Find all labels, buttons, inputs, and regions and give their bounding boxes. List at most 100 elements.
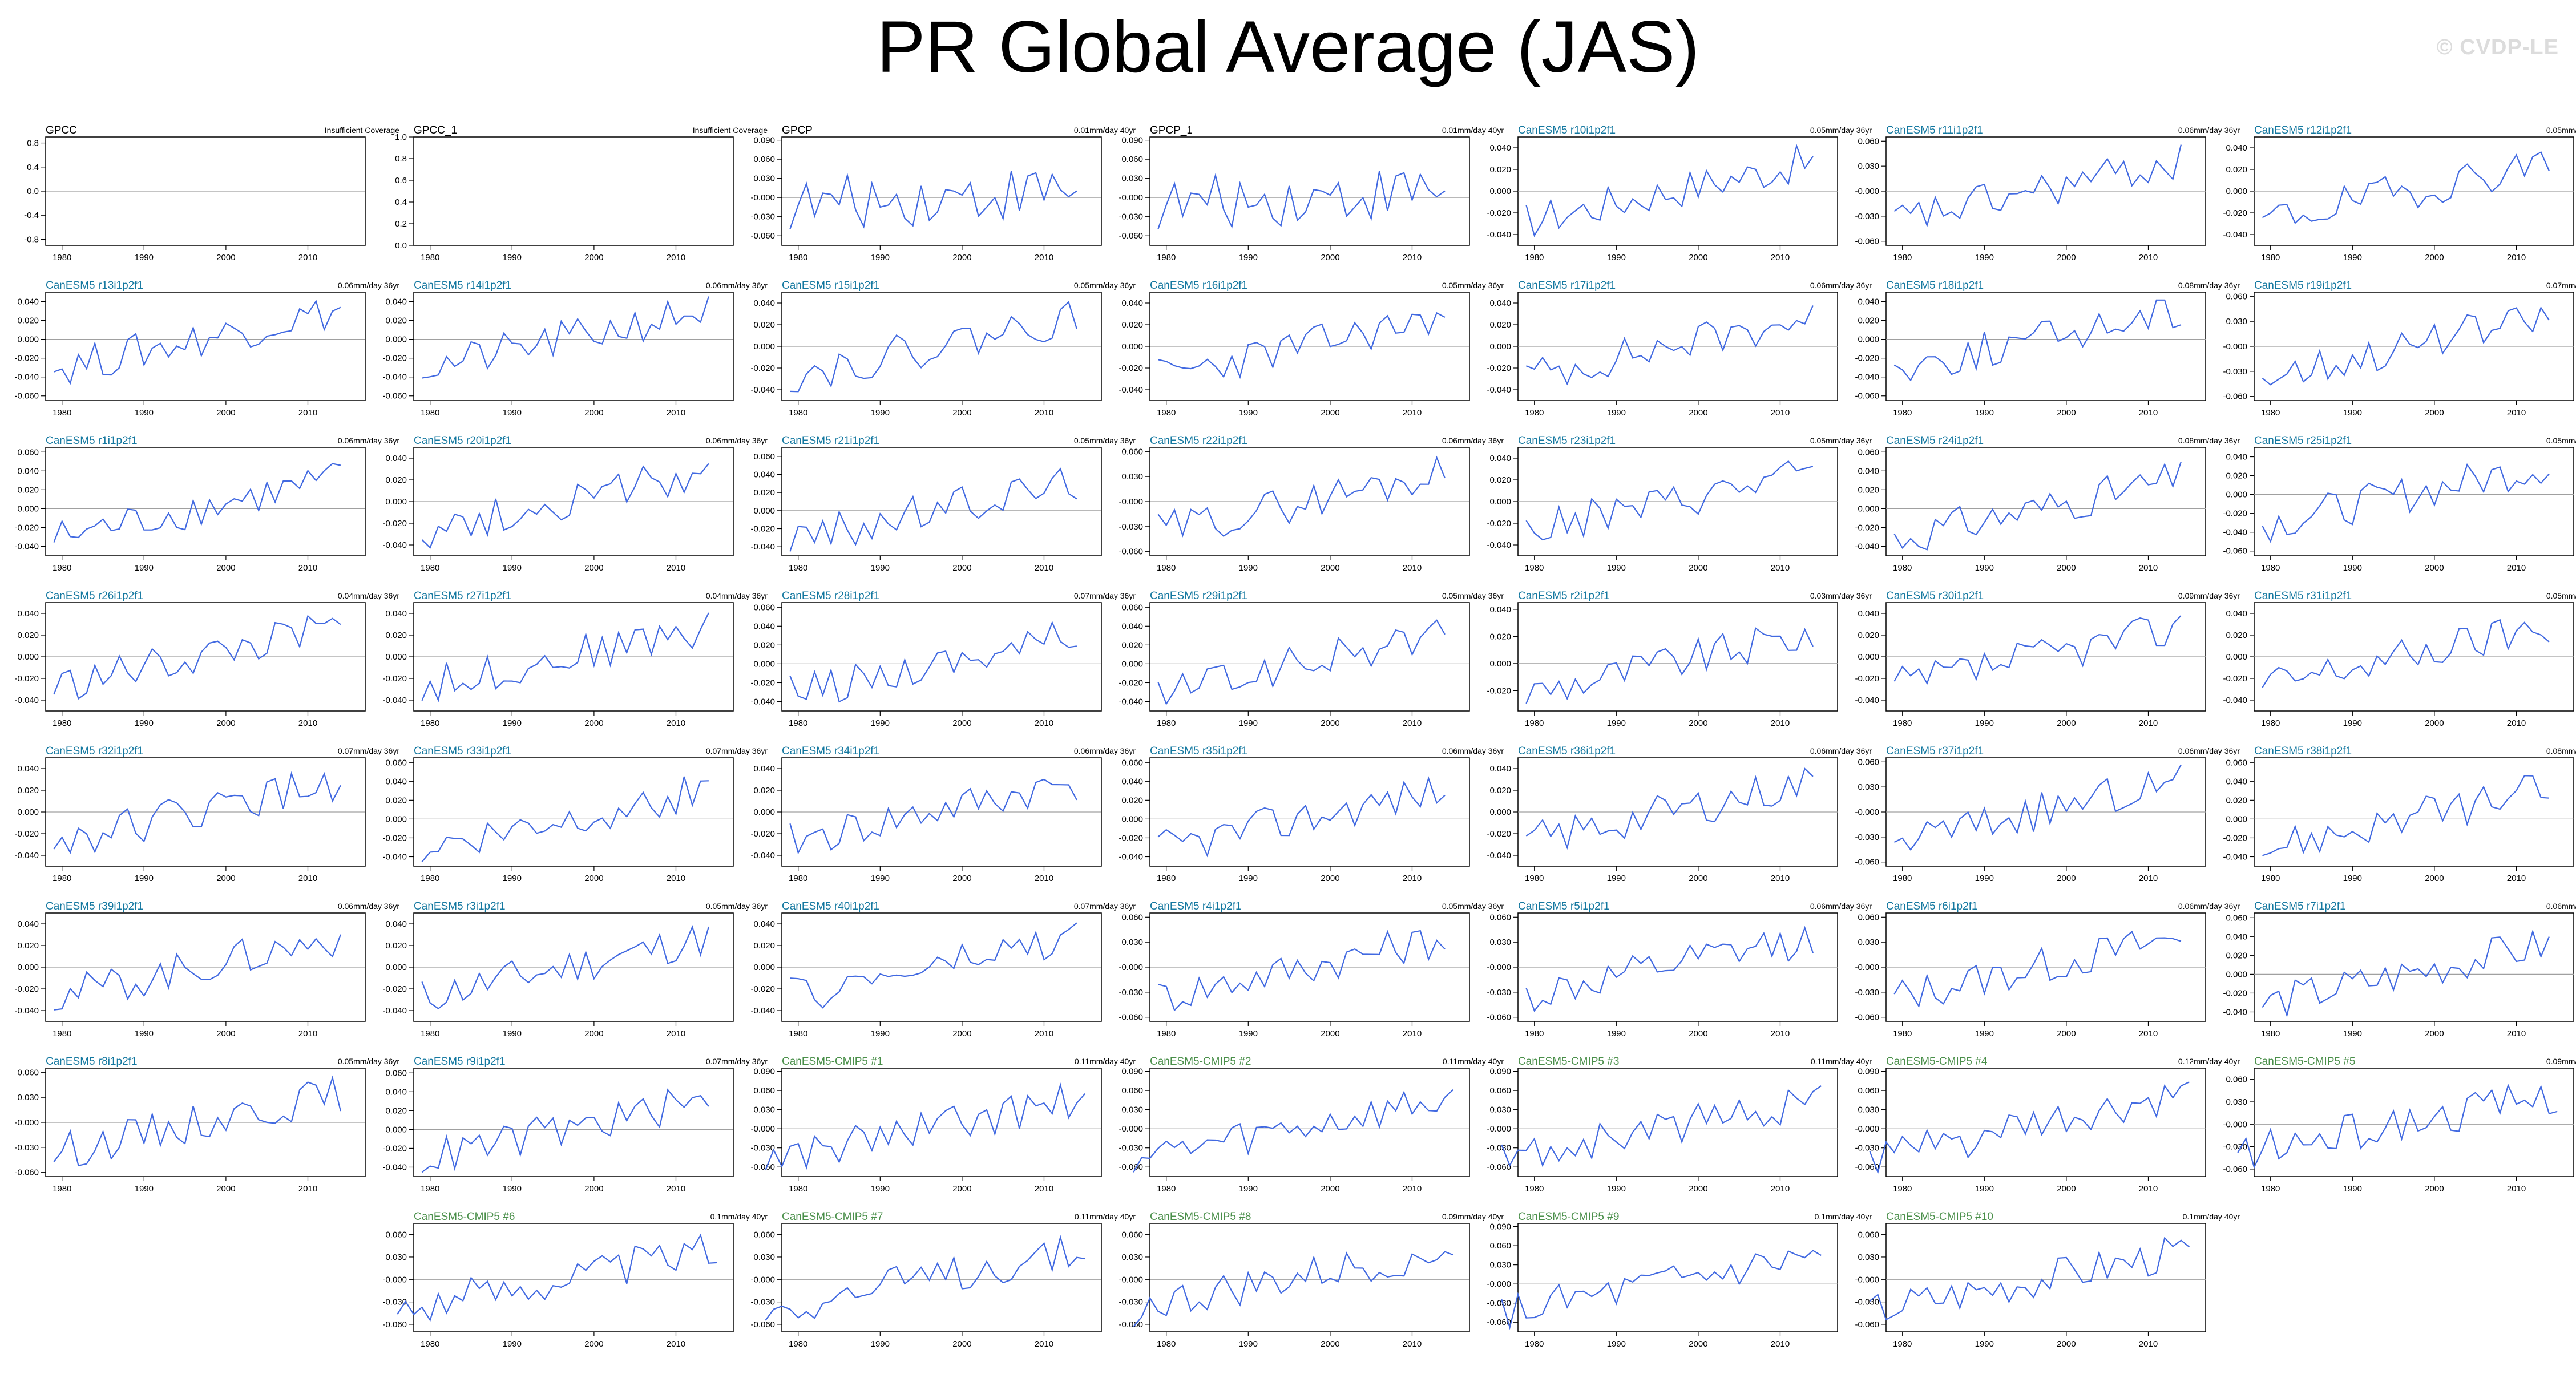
y-tick-label: 0.060	[1121, 758, 1143, 767]
y-tick-label: 0.020	[17, 786, 39, 795]
line-plot: 0.040 0.020 0.000 -0.020 -0.040 1980 1990 2000 2…	[1487, 447, 1838, 573]
x-tick-label: 2000	[952, 874, 971, 883]
y-tick-label: -0.030	[1855, 212, 1879, 221]
series-line	[2262, 929, 2550, 1018]
chart-panel: CanESM5 r6i1p2f1 0.06mm/day 36yr 0.060 0.03…	[1855, 900, 2240, 1054]
y-tick-label: -0.040	[14, 1006, 39, 1016]
y-tick-label: 0.000	[753, 342, 775, 351]
x-tick-label: 2000	[584, 1339, 603, 1349]
y-tick-label: 0.040	[17, 919, 39, 929]
x-tick-label: 1990	[2343, 718, 2362, 728]
x-tick-label: 1980	[1893, 874, 1912, 883]
x-tick-label: 2010	[298, 1184, 317, 1194]
series-line	[789, 778, 1077, 855]
line-plot: 0.060 0.030 -0.000 -0.030 -0.060 1980 1990 2000…	[1855, 136, 2206, 262]
x-tick-label: 2000	[2425, 718, 2444, 728]
panel-title: CanESM5 r7i1p2f1	[2254, 900, 2346, 912]
x-tick-label: 1980	[1157, 563, 1176, 573]
x-tick-label: 2000	[216, 718, 235, 728]
y-tick-label: -0.060	[2223, 1165, 2247, 1174]
y-tick-label: -0.030	[1119, 212, 1143, 222]
y-tick-label: 0.040	[2226, 143, 2247, 153]
chart-panel: CanESM5 r16i1p2f1 0.05mm/day 36yr 0.040 0.0…	[1119, 280, 1504, 434]
x-tick-label: 2000	[1689, 1029, 1707, 1039]
plot-frame	[1149, 136, 1470, 246]
y-tick-label: 0.060	[385, 1230, 407, 1240]
x-tick-label: 1990	[871, 253, 890, 262]
y-tick-label: 0.8	[27, 139, 39, 148]
panel-trend-label: 0.05mm/day 36yr	[1442, 591, 1504, 600]
panel-title: CanESM5-CMIP5 #4	[1886, 1056, 1988, 1068]
x-tick-label: 1980	[1525, 253, 1544, 262]
x-tick-label: 1980	[1157, 1339, 1176, 1349]
x-tick-label: 1990	[1607, 874, 1626, 883]
y-tick-label: -0.040	[382, 1162, 407, 1172]
plot-frame	[781, 1068, 1102, 1177]
y-tick-label: -0.030	[2223, 367, 2247, 377]
y-tick-label: -0.020	[14, 829, 39, 839]
x-tick-label: 1980	[2261, 253, 2280, 262]
panel-trend-label: 0.05mm/day 36yr	[1073, 281, 1136, 290]
y-tick-label: -0.020	[1487, 208, 1511, 218]
y-tick-label: 0.060	[753, 452, 775, 462]
line-plot: 0.060 0.030 -0.000 -0.030 -0.060 1980 1990 2000…	[382, 1223, 734, 1349]
y-tick-label: -0.000	[1855, 807, 1879, 817]
y-tick-label: 0.020	[385, 475, 407, 485]
panel-title: CanESM5 r24i1p2f1	[1886, 435, 1984, 447]
panel-title: CanESM5 r30i1p2f1	[1886, 590, 1984, 602]
y-tick-label: 0.090	[1121, 1067, 1143, 1077]
x-tick-label: 2010	[667, 408, 685, 418]
panel-title: CanESM5 r23i1p2f1	[1518, 435, 1616, 447]
y-tick-label: 0.040	[385, 297, 407, 307]
y-tick-label: -0.000	[1855, 1275, 1879, 1284]
series-line	[421, 463, 709, 549]
x-tick-label: 2010	[298, 1029, 317, 1039]
plot-frame	[781, 136, 1102, 246]
x-tick-label: 2000	[1321, 563, 1339, 573]
y-tick-label: 0.020	[1121, 640, 1143, 650]
y-tick-label: 0.030	[1489, 1105, 1511, 1115]
y-tick-label: 0.000	[1489, 497, 1511, 507]
x-tick-label: 2000	[1689, 253, 1707, 262]
line-plot: 0.040 0.020 0.000 -0.020 -0.040 1980 1990 2000 2…	[14, 602, 366, 728]
y-tick-label: -0.8	[24, 235, 39, 244]
y-tick-label: 0.020	[1489, 475, 1511, 485]
panel-title: CanESM5 r8i1p2f1	[46, 1056, 138, 1068]
y-tick-label: 0.040	[1121, 298, 1143, 308]
panel-trend-label: 0.06mm/day 36yr	[1810, 902, 1872, 911]
y-tick-label: 0.020	[2226, 951, 2247, 960]
x-tick-label: 2010	[1035, 874, 1053, 883]
series-line	[1525, 926, 1814, 1012]
x-tick-label: 1980	[789, 1339, 807, 1349]
x-tick-label: 2010	[1035, 408, 1053, 418]
x-tick-label: 1990	[1975, 1029, 1994, 1039]
y-tick-label: 0.060	[1121, 912, 1143, 922]
y-tick-label: 0.020	[17, 631, 39, 640]
panel-trend-label: 0.07mm/day 36yr	[705, 1057, 768, 1066]
y-tick-label: 1.0	[395, 132, 407, 142]
y-tick-label: 0.030	[1858, 938, 1879, 947]
chart-panel: CanESM5-CMIP5 #9 0.1mm/day 40yr 0.090 0.060…	[1487, 1211, 1872, 1365]
panel-trend-label: 0.07mm/day 36yr	[2546, 281, 2576, 290]
y-tick-label: 0.090	[753, 1067, 775, 1077]
x-tick-label: 2000	[1689, 408, 1707, 418]
y-tick-label: -0.020	[1855, 674, 1879, 684]
y-tick-label: -0.000	[750, 1124, 775, 1134]
x-tick-label: 1980	[1157, 1184, 1176, 1194]
y-tick-label: -0.040	[14, 696, 39, 705]
y-tick-label: 0.020	[385, 1106, 407, 1116]
y-tick-label: 0.020	[17, 941, 39, 951]
y-tick-label: -0.060	[1855, 1162, 1879, 1172]
panel-trend-label: 0.05mm/day 36yr	[1810, 436, 1872, 445]
panel-trend-label: 0.11mm/day 40yr	[1074, 1057, 1136, 1066]
panel-trend-label: 0.05mm/day 36yr	[1073, 436, 1136, 445]
panel-title: CanESM5-CMIP5 #10	[1886, 1211, 1993, 1223]
panel-title: CanESM5 r34i1p2f1	[782, 745, 880, 757]
y-tick-label: -0.060	[750, 1162, 775, 1172]
x-tick-label: 2000	[584, 563, 603, 573]
series-line	[1893, 930, 2182, 1008]
x-tick-label: 2010	[1771, 718, 1790, 728]
y-tick-label: -0.040	[1487, 230, 1511, 240]
